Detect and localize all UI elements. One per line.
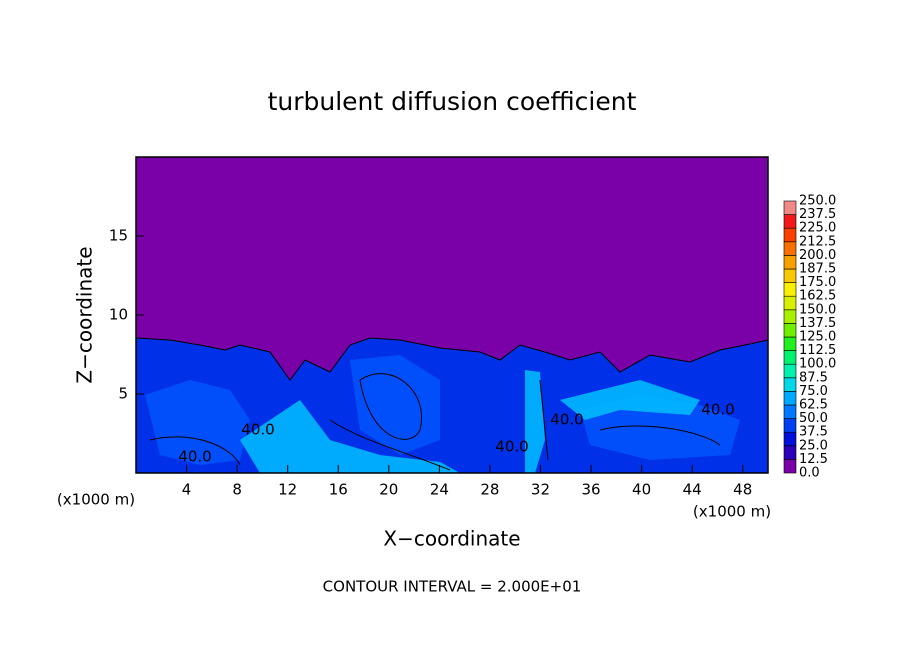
field-region xyxy=(145,355,740,465)
colorbar-label: 112.5 xyxy=(799,343,836,358)
contour-label: 40.0 xyxy=(550,411,583,429)
footer: CONTOUR INTERVAL = 2.000E+01 xyxy=(323,578,582,596)
colorbar-label: 150.0 xyxy=(799,302,836,317)
x-unit-label: (x1000 m) xyxy=(693,503,771,521)
colorbar-band xyxy=(783,268,797,283)
x-axis-label: X−coordinate xyxy=(383,527,520,551)
colorbar-band xyxy=(783,282,797,297)
colorbar-band xyxy=(783,336,797,351)
y-tick-label: 15 xyxy=(109,227,128,245)
contour-label: 40.0 xyxy=(178,448,211,466)
colorbar-label: 50.0 xyxy=(799,411,828,426)
colorbar-band xyxy=(783,404,797,419)
colorbar-label: 125.0 xyxy=(799,330,836,345)
colorbar-band xyxy=(783,323,797,338)
colorbar-band xyxy=(783,241,797,256)
colorbar-label: 175.0 xyxy=(799,275,836,290)
colorbar-label: 75.0 xyxy=(799,384,828,399)
x-tick-label: 36 xyxy=(581,481,600,499)
colorbar-band xyxy=(783,363,797,379)
y-tick-label: 10 xyxy=(109,306,128,324)
colorbar-label: 250.0 xyxy=(799,194,836,209)
contour-field xyxy=(135,157,769,474)
colorbar-band xyxy=(783,214,797,229)
colorbar-band xyxy=(783,255,797,270)
colorbar-label: 87.5 xyxy=(799,370,828,385)
x-tick-label: 8 xyxy=(232,481,242,499)
x-tick-label: 4 xyxy=(182,481,192,499)
colorbar-band xyxy=(783,309,797,324)
x-tick-label: 24 xyxy=(430,481,449,499)
colorbar-label: 0.0 xyxy=(799,466,820,481)
colorbar-band xyxy=(783,377,797,392)
colorbar-label: 225.0 xyxy=(799,221,836,236)
x-tick-label: 40 xyxy=(632,481,651,499)
x-tick-label: 16 xyxy=(329,481,348,499)
colorbar-band xyxy=(783,295,797,311)
colorbar-label: 100.0 xyxy=(799,357,836,372)
colorbar-label: 37.5 xyxy=(799,425,828,440)
colorbar-band xyxy=(783,445,797,460)
colorbar-band xyxy=(783,418,797,433)
x-tick-label: 20 xyxy=(379,481,398,499)
x-tick-label: 28 xyxy=(480,481,499,499)
colorbar-label: 187.5 xyxy=(799,262,836,277)
field-region xyxy=(240,370,700,473)
colorbar-label: 162.5 xyxy=(799,289,836,304)
colorbar-label: 200.0 xyxy=(799,248,836,263)
colorbar-band xyxy=(783,200,797,215)
chart-title: turbulent diffusion coefficient xyxy=(268,87,637,116)
colorbar-band xyxy=(783,350,797,365)
colorbar-label: 137.5 xyxy=(799,316,836,331)
contour-label: 40.0 xyxy=(701,401,734,419)
colorbar-band xyxy=(783,431,797,447)
colorbar-band xyxy=(783,227,797,243)
y-tick-label: 5 xyxy=(118,385,128,403)
x-tick-label: 12 xyxy=(278,481,297,499)
colorbar-label: 62.5 xyxy=(799,398,828,413)
colorbar-band xyxy=(783,391,797,406)
x-tick-label: 48 xyxy=(733,481,752,499)
colorbar-band xyxy=(783,459,797,474)
contour-label: 40.0 xyxy=(241,421,274,439)
x-tick-label: 32 xyxy=(531,481,550,499)
contour-label: 40.0 xyxy=(495,438,528,456)
y-unit-label: (x1000 m) xyxy=(57,491,135,509)
colorbar-label: 12.5 xyxy=(799,452,828,467)
contour-line xyxy=(149,373,721,471)
colorbar-label: 237.5 xyxy=(799,207,836,222)
y-axis-label: Z−coordinate xyxy=(73,246,97,383)
colorbar-label: 212.5 xyxy=(799,234,836,249)
x-tick-label: 44 xyxy=(683,481,702,499)
colorbar-label: 25.0 xyxy=(799,438,828,453)
